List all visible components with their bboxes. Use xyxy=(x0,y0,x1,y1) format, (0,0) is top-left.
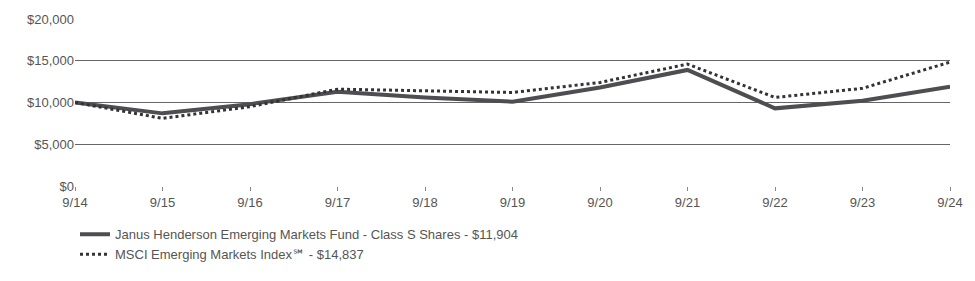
svg-text:$5,000: $5,000 xyxy=(34,137,74,152)
svg-text:MSCI Emerging Markets Index℠ -: MSCI Emerging Markets Index℠ - $14,837 xyxy=(115,247,364,262)
svg-text:$20,000: $20,000 xyxy=(27,12,74,27)
svg-text:$15,000: $15,000 xyxy=(27,53,74,68)
svg-text:9/22: 9/22 xyxy=(762,195,787,210)
svg-text:9/17: 9/17 xyxy=(325,195,350,210)
svg-text:9/24: 9/24 xyxy=(937,195,962,210)
svg-text:9/14: 9/14 xyxy=(62,195,87,210)
svg-text:$0: $0 xyxy=(60,179,74,194)
svg-text:9/23: 9/23 xyxy=(850,195,875,210)
svg-text:$10,000: $10,000 xyxy=(27,95,74,110)
svg-text:9/20: 9/20 xyxy=(587,195,612,210)
svg-text:Janus Henderson Emerging Marke: Janus Henderson Emerging Markets Fund - … xyxy=(115,227,518,242)
svg-text:9/16: 9/16 xyxy=(237,195,262,210)
svg-text:9/19: 9/19 xyxy=(500,195,525,210)
svg-text:9/15: 9/15 xyxy=(150,195,175,210)
svg-text:9/18: 9/18 xyxy=(412,195,437,210)
svg-text:9/21: 9/21 xyxy=(675,195,700,210)
